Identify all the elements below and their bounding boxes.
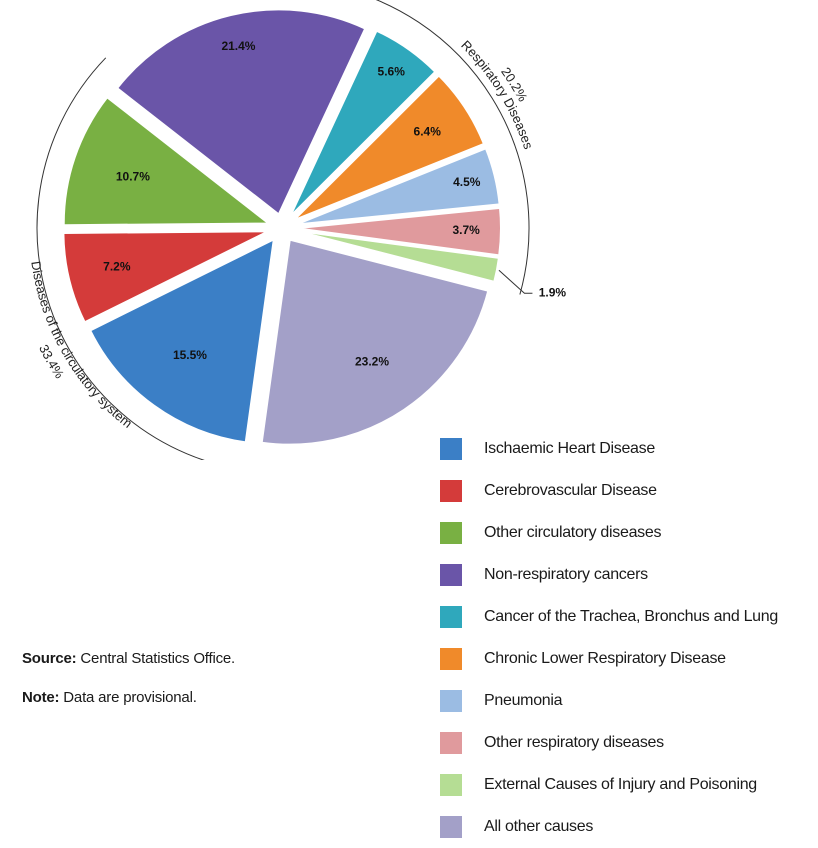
note-text: Data are provisional. (63, 689, 197, 706)
pie-slice (62, 95, 272, 227)
legend-item: Other circulatory diseases (440, 512, 778, 554)
pie-slice (260, 238, 490, 446)
slice-value-label: 7.2% (103, 260, 131, 274)
leader-line (498, 269, 533, 294)
legend-item: All other causes (440, 806, 778, 848)
legend-item: Cerebrovascular Disease (440, 470, 778, 512)
legend-swatch (440, 774, 462, 796)
legend-label: All other causes (484, 818, 594, 835)
legend-item: Chronic Lower Respiratory Disease (440, 638, 778, 680)
legend-item: Ischaemic Heart Disease (440, 428, 778, 470)
legend-swatch (440, 480, 462, 502)
source-label: Source: (22, 650, 77, 667)
pie-slice (295, 146, 501, 226)
legend-label: Cancer of the Trachea, Bronchus and Lung (484, 608, 778, 625)
legend-item: Pneumonia (440, 680, 778, 722)
legend-swatch (440, 732, 462, 754)
source-line: Source: Central Statistics Office. (22, 650, 235, 667)
note-line: Note: Data are provisional. (22, 689, 235, 706)
legend-item: Non-respiratory cancers (440, 554, 778, 596)
legend-label: Chronic Lower Respiratory Disease (484, 650, 726, 667)
pie-slice (289, 29, 437, 218)
slice-value-label: 6.4% (414, 124, 442, 138)
pie-slice (295, 206, 502, 257)
slice-value-label: 3.7% (452, 223, 480, 237)
group-bracket (36, 57, 206, 460)
legend-item: External Causes of Injury and Poisoning (440, 764, 778, 806)
legend-label: External Causes of Injury and Poisoning (484, 776, 757, 793)
chart-notes: Source: Central Statistics Office. Note:… (22, 650, 235, 728)
legend-swatch (440, 648, 462, 670)
legend-item: Cancer of the Trachea, Bronchus and Lung (440, 596, 778, 638)
pie-slice (62, 230, 269, 324)
slice-value-label: 4.5% (453, 175, 481, 189)
source-text: Central Statistics Office. (80, 650, 235, 667)
legend-swatch (440, 564, 462, 586)
slice-value-label: 23.2% (355, 354, 389, 368)
pie-chart: 21.4% 5.6% 6.4% 4.5% 3.7% 1.9% 23.2% 15.5% 7.2% 1… (28, 0, 567, 460)
legend-swatch (440, 522, 462, 544)
slice-value-label: 1.9% (539, 285, 567, 299)
pie-slice (88, 237, 276, 444)
slice-value-label: 15.5% (173, 348, 207, 362)
legend-label: Non-respiratory cancers (484, 566, 648, 583)
legend-swatch (440, 816, 462, 838)
slice-value-label: 21.4% (221, 39, 255, 53)
legend-item: Other respiratory diseases (440, 722, 778, 764)
legend-label: Ischaemic Heart Disease (484, 440, 655, 457)
group-bracket (375, 0, 530, 295)
legend-label: Pneumonia (484, 692, 563, 709)
legend-swatch (440, 606, 462, 628)
slice-value-label: 10.7% (116, 170, 150, 184)
chart-legend: Ischaemic Heart Disease Cerebrovascular … (440, 428, 778, 848)
legend-label: Other respiratory diseases (484, 734, 664, 751)
pie-slice (295, 229, 501, 284)
slice-value-label: 5.6% (378, 64, 406, 78)
legend-swatch (440, 690, 462, 712)
legend-swatch (440, 438, 462, 460)
legend-label: Other circulatory diseases (484, 524, 662, 541)
pie-slice (115, 8, 367, 216)
legend-label: Cerebrovascular Disease (484, 482, 657, 499)
note-label: Note: (22, 689, 60, 706)
pie-slice (292, 74, 486, 222)
